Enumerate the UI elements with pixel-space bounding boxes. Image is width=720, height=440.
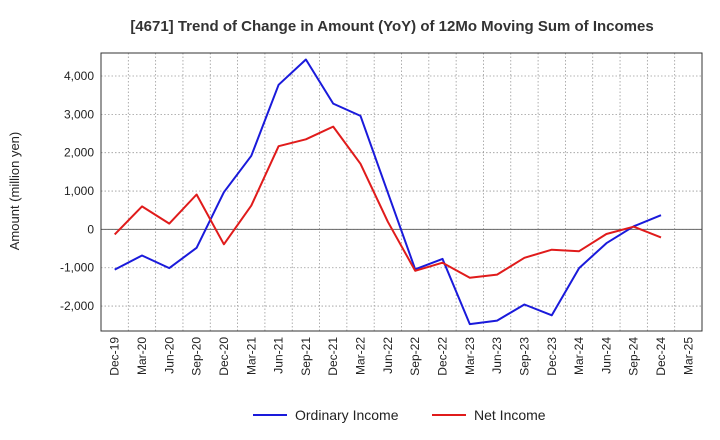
y-axis-label: Amount (million yen) xyxy=(7,132,22,251)
x-tick-label: Mar-20 xyxy=(135,337,149,375)
y-tick-label: 4,000 xyxy=(64,69,94,83)
y-tick-label: 3,000 xyxy=(64,107,94,121)
x-tick-label: Dec-23 xyxy=(545,337,559,376)
plot-background xyxy=(101,53,702,331)
x-tick-label: Dec-22 xyxy=(435,337,449,376)
x-tick-label: Mar-22 xyxy=(354,337,368,375)
plot-area: -2,000 -1,000 0 1,000 2,000 3,000 4,000 Dec-19 M… xyxy=(60,52,703,376)
x-tick-label: Mar-23 xyxy=(463,337,477,375)
x-tick-label: Mar-25 xyxy=(681,337,695,375)
x-tick-label: Sep-21 xyxy=(299,337,313,376)
x-tick-label: Dec-21 xyxy=(326,337,340,376)
plot-border xyxy=(100,52,703,332)
y-tick-label: -2,000 xyxy=(60,299,94,313)
x-tick-label: Mar-21 xyxy=(244,337,258,375)
x-tick-label: Dec-24 xyxy=(654,337,668,376)
y-tick-label: 1,000 xyxy=(64,184,94,198)
legend-label-net-income: Net Income xyxy=(474,407,546,423)
x-tick-label: Mar-24 xyxy=(572,337,586,375)
x-tick-label: Sep-24 xyxy=(627,337,641,376)
x-tick-label: Jun-20 xyxy=(162,337,176,374)
legend: Ordinary Income Net Income xyxy=(253,407,546,423)
chart-title: [4671] Trend of Change in Amount (YoY) o… xyxy=(130,18,653,35)
y-tick-label: -1,000 xyxy=(60,261,94,275)
x-tick-label: Sep-22 xyxy=(408,337,422,376)
y-tick-label: 0 xyxy=(87,222,94,236)
series-line-ordinary-income xyxy=(114,58,662,326)
x-tick-label: Sep-20 xyxy=(190,337,204,376)
x-tick-label: Dec-20 xyxy=(217,337,231,376)
x-tick-label: Sep-23 xyxy=(517,337,531,376)
x-tick-label: Jun-24 xyxy=(599,337,613,374)
x-tick-label: Jun-21 xyxy=(272,337,286,374)
x-tick-label: Jun-22 xyxy=(381,337,395,374)
series-line-net-income xyxy=(113,125,662,279)
x-tick-label: Jun-23 xyxy=(490,337,504,374)
y-tick-label: 2,000 xyxy=(64,146,94,160)
x-tick-label: Dec-19 xyxy=(108,337,122,376)
legend-label-ordinary-income: Ordinary Income xyxy=(295,407,399,423)
